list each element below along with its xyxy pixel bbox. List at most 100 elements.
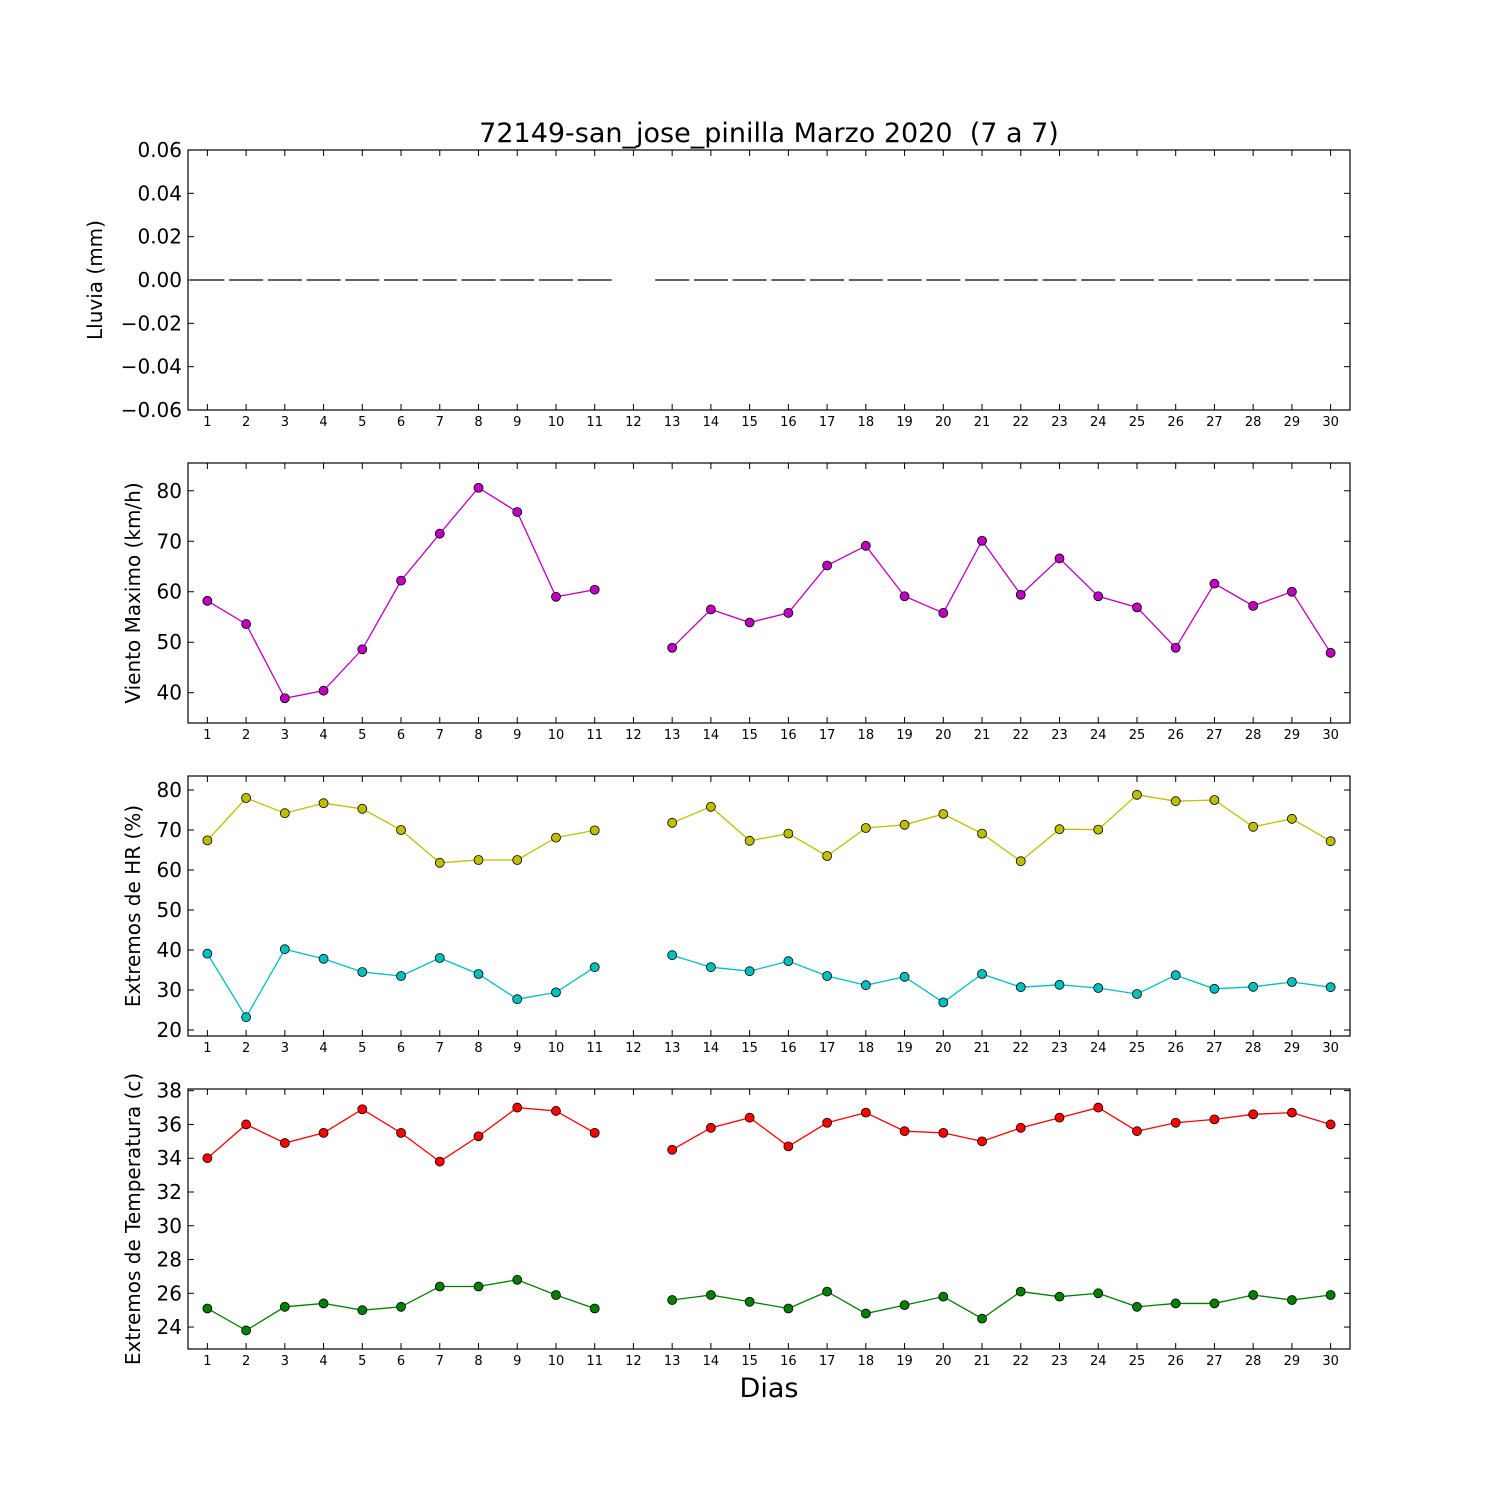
data-point	[1287, 813, 1297, 824]
x-tick-label: 9	[513, 1041, 521, 1056]
x-tick-label: 8	[474, 1354, 482, 1369]
y-tick-label: 0.00	[137, 268, 182, 292]
data-point	[551, 832, 561, 843]
data-point	[1287, 977, 1297, 987]
x-tick-label: 28	[1245, 415, 1262, 430]
x-tick-label: 24	[1090, 1041, 1107, 1056]
x-tick-label: 12	[625, 1041, 642, 1056]
data-point	[822, 971, 832, 981]
y-tick-label: 24	[157, 1315, 182, 1339]
x-tick-label: 13	[664, 1041, 681, 1056]
data-point	[1248, 1109, 1259, 1120]
x-tick-label: 21	[974, 1354, 991, 1369]
x-tick-label: 30	[1322, 415, 1339, 430]
y-tick-label: 70	[157, 529, 182, 553]
x-tick-label: 30	[1322, 1041, 1339, 1056]
data-point	[241, 1012, 252, 1023]
data-point	[1015, 589, 1026, 600]
data-point	[667, 642, 678, 653]
x-tick-label: 6	[397, 1041, 405, 1056]
y-tick-label: 50	[157, 898, 182, 922]
data-point	[434, 1281, 445, 1292]
x-tick-label: 30	[1322, 728, 1339, 743]
x-tick-label: 16	[780, 728, 797, 743]
data-point	[357, 644, 368, 655]
data-point	[899, 591, 910, 602]
y-tick-label: −0.02	[121, 311, 182, 335]
data-point	[1170, 1117, 1181, 1128]
x-tick-label: 9	[513, 1354, 521, 1369]
x-tick-label: 14	[703, 1354, 720, 1369]
x-tick-label: 2	[242, 415, 250, 430]
x-tick-label: 3	[281, 1354, 289, 1369]
x-tick-label: 2	[242, 1354, 250, 1369]
x-tick-label: 19	[896, 728, 913, 743]
series-2	[202, 944, 1336, 1023]
data-point	[977, 535, 987, 546]
x-tick-label: 9	[513, 728, 521, 743]
x-tick-label: 23	[1051, 415, 1068, 430]
data-point	[279, 1301, 290, 1312]
series-1	[202, 1102, 1336, 1167]
x-tick-label: 16	[780, 415, 797, 430]
data-point	[860, 823, 871, 833]
data-point	[318, 685, 329, 696]
data-point	[318, 1298, 329, 1309]
x-tick-label: 11	[586, 1041, 603, 1056]
data-point	[1093, 983, 1104, 993]
x-tick-label: 29	[1284, 1041, 1301, 1056]
data-point	[396, 825, 406, 835]
data-point	[396, 575, 406, 586]
data-point	[938, 997, 949, 1008]
x-tick-label: 25	[1129, 1041, 1146, 1056]
data-point	[318, 1127, 329, 1138]
data-point	[202, 595, 213, 606]
data-point	[822, 1286, 832, 1297]
x-tick-label: 12	[625, 1354, 642, 1369]
x-tick-label: 21	[974, 415, 991, 430]
data-point	[1170, 1298, 1181, 1309]
data-point	[1209, 795, 1220, 805]
x-tick-label: 28	[1245, 1041, 1262, 1056]
data-point	[551, 1106, 561, 1116]
x-tick-label: 11	[586, 728, 603, 743]
x-tick-label: 22	[1012, 1041, 1029, 1056]
series-1	[202, 789, 1336, 868]
x-tick-label: 30	[1322, 1354, 1339, 1369]
data-point	[1325, 1290, 1336, 1300]
x-tick-label: 8	[474, 728, 482, 743]
figure-title: 72149-san_jose_pinilla Marzo 2020 (7 a 7…	[479, 118, 1059, 149]
data-point	[1170, 970, 1181, 981]
data-point	[667, 1295, 678, 1305]
x-tick-label: 24	[1090, 415, 1107, 430]
data-point	[202, 835, 213, 846]
data-point	[938, 1291, 949, 1302]
x-tick-label: 20	[935, 1354, 952, 1369]
data-point	[706, 1290, 716, 1300]
data-point	[1170, 642, 1181, 653]
y-tick-label: 40	[157, 938, 182, 962]
x-tick-label: 19	[896, 1041, 913, 1056]
data-point	[512, 1274, 523, 1285]
x-tick-label: 7	[436, 728, 444, 743]
y-tick-label: 34	[157, 1146, 182, 1170]
y-tick-label: 0.06	[137, 138, 182, 162]
x-tick-label: 13	[664, 415, 681, 430]
data-point	[589, 1303, 600, 1314]
x-tick-label: 17	[819, 1041, 836, 1056]
y-tick-label: 32	[157, 1180, 182, 1204]
x-tick-label: 16	[780, 1354, 797, 1369]
y-tick-label: 38	[157, 1079, 182, 1103]
series-line	[671, 794, 1331, 863]
data-point	[822, 1117, 832, 1128]
y-tick-label: 70	[157, 818, 182, 842]
x-tick-label: 28	[1245, 1354, 1262, 1369]
y-tick-label: 0.04	[137, 181, 182, 205]
x-tick-label: 3	[281, 415, 289, 430]
data-point	[744, 966, 755, 977]
x-tick-label: 2	[242, 1041, 250, 1056]
x-tick-label: 21	[974, 1041, 991, 1056]
data-point	[783, 608, 794, 618]
x-tick-label: 24	[1090, 728, 1107, 743]
